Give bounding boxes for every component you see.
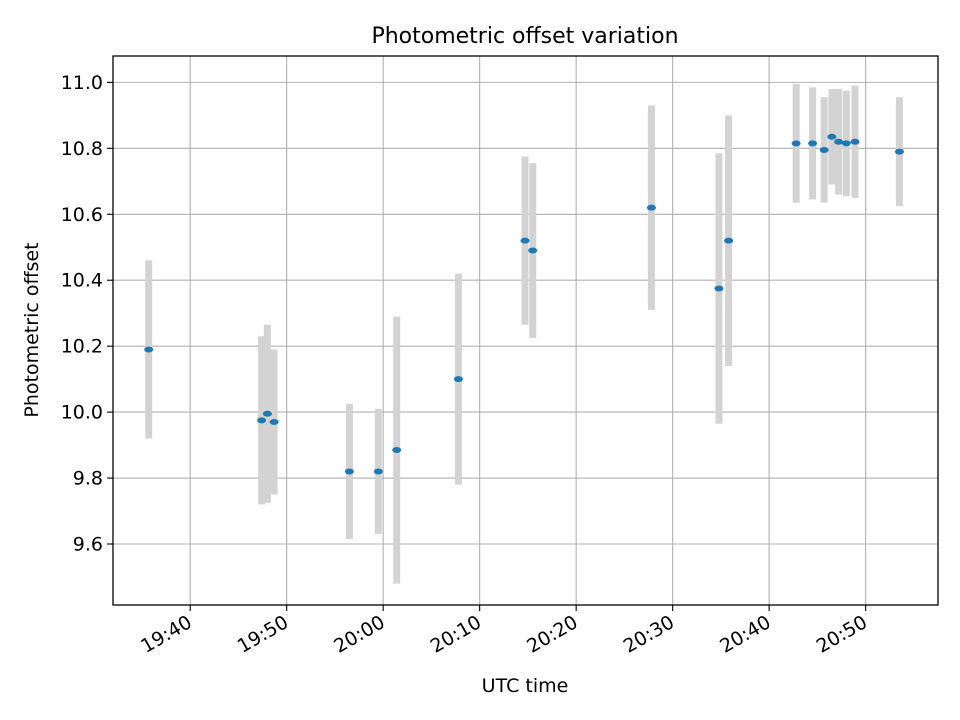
data-point [819, 146, 829, 153]
data-point [850, 138, 860, 145]
data-point [714, 285, 724, 292]
y-tick-label: 10.0 [61, 402, 103, 424]
data-point [344, 468, 354, 475]
data-point [453, 376, 463, 383]
data-point [262, 410, 272, 417]
data-point [520, 237, 530, 244]
data-point [724, 237, 734, 244]
x-axis-label: UTC time [482, 675, 569, 697]
data-point [269, 419, 279, 425]
data-point [834, 138, 844, 145]
data-point [791, 140, 801, 147]
data-point [646, 204, 656, 211]
chart-title: Photometric offset variation [371, 24, 678, 49]
y-tick-label: 11.0 [61, 72, 103, 94]
data-point [257, 417, 267, 424]
y-tick-label: 9.8 [73, 468, 103, 490]
data-point [373, 468, 383, 475]
data-point [528, 247, 538, 254]
y-tick-label: 10.4 [61, 270, 103, 292]
y-tick-label: 10.6 [61, 204, 103, 226]
y-axis-label: Photometric offset [21, 242, 43, 417]
y-tick-label: 9.6 [73, 534, 103, 556]
data-point [392, 447, 402, 454]
data-point [144, 346, 154, 353]
data-point [808, 140, 818, 147]
data-point [894, 148, 904, 155]
data-point [827, 133, 837, 140]
data-points [144, 133, 904, 475]
data-point [841, 140, 851, 147]
y-tick-label: 10.2 [61, 336, 103, 358]
plot-frame [112, 55, 939, 606]
y-tick-label: 10.8 [61, 138, 103, 160]
